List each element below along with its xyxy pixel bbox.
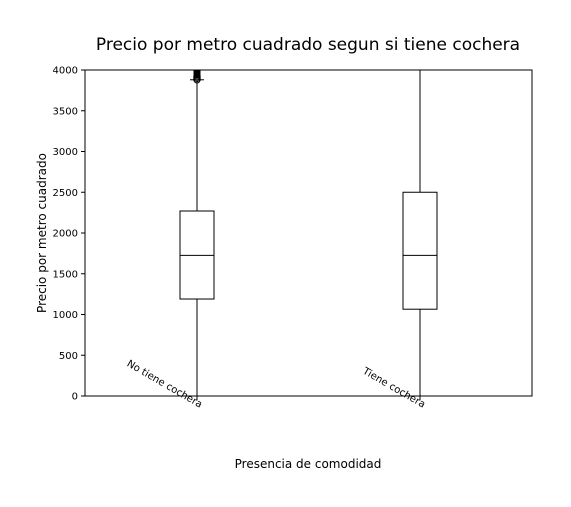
x-axis-label: Presencia de comodidad bbox=[235, 457, 382, 471]
y-tick-label: 500 bbox=[59, 351, 78, 362]
box-group bbox=[402, 70, 438, 396]
y-tick-label: 3000 bbox=[53, 147, 78, 158]
x-tick-label: Tiene cochera bbox=[360, 365, 427, 410]
iqr-box bbox=[402, 191, 438, 310]
y-axis-label: Precio por metro cuadrado bbox=[35, 153, 49, 313]
y-tick-label: 3500 bbox=[53, 106, 78, 117]
x-tick-label: No tiene cochera bbox=[125, 358, 204, 410]
y-tick-label: 2500 bbox=[53, 188, 78, 199]
box-group bbox=[179, 70, 215, 396]
x-axis: No tiene cochera Tiene cochera bbox=[125, 358, 427, 410]
y-tick-label: 4000 bbox=[53, 66, 78, 77]
y-axis: 0 500 1000 1500 2000 2500 3000 3500 4000 bbox=[53, 66, 85, 403]
y-tick-label: 1500 bbox=[53, 269, 78, 280]
y-tick-label: 0 bbox=[72, 392, 78, 403]
outlier-cluster bbox=[193, 70, 201, 79]
y-tick-label: 1000 bbox=[53, 310, 78, 321]
box-series bbox=[179, 70, 438, 396]
outlier-point bbox=[193, 76, 201, 84]
chart-title: Precio por metro cuadrado segun si tiene… bbox=[96, 35, 520, 55]
plot-area-frame bbox=[84, 69, 533, 397]
y-tick-label: 2000 bbox=[53, 229, 78, 240]
